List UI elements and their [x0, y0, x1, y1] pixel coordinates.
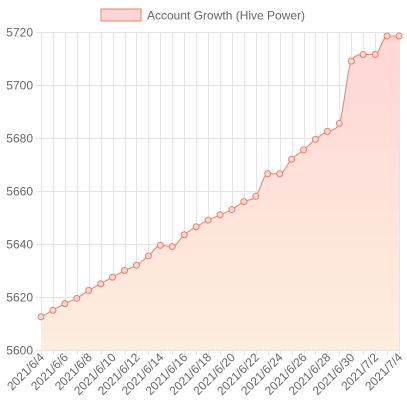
legend-label[interactable]: Account Growth (Hive Power): [147, 9, 305, 23]
y-axis: 5600 5620 5640 5660 5680 5700 5720: [6, 26, 33, 358]
data-point[interactable]: [85, 286, 93, 294]
data-point[interactable]: [359, 51, 367, 59]
data-point[interactable]: [73, 294, 81, 302]
data-point[interactable]: [144, 252, 152, 260]
y-tick-label: 5640: [6, 238, 33, 252]
data-point[interactable]: [240, 198, 248, 206]
y-tick-label: 5660: [6, 185, 33, 199]
legend-swatch[interactable]: [100, 8, 142, 22]
data-points: [37, 32, 403, 321]
data-point[interactable]: [204, 216, 212, 224]
data-point[interactable]: [252, 192, 260, 200]
data-point[interactable]: [109, 273, 117, 281]
data-point[interactable]: [168, 243, 176, 251]
data-point[interactable]: [49, 306, 57, 314]
data-point[interactable]: [311, 135, 319, 143]
data-point[interactable]: [61, 300, 69, 308]
data-point[interactable]: [347, 57, 355, 65]
data-point[interactable]: [276, 170, 284, 178]
y-tick-label: 5620: [6, 291, 33, 305]
data-point[interactable]: [121, 267, 129, 274]
x-axis: 2021/6/42021/6/62021/6/82021/6/102021/6/…: [4, 350, 405, 398]
data-point[interactable]: [97, 280, 105, 288]
data-point[interactable]: [180, 231, 188, 239]
data-point[interactable]: [288, 155, 296, 163]
data-point[interactable]: [371, 51, 379, 59]
plot-area: [37, 32, 403, 350]
y-tick-label: 5600: [6, 344, 33, 358]
data-point[interactable]: [156, 241, 164, 249]
data-point[interactable]: [37, 313, 45, 321]
data-point[interactable]: [300, 146, 308, 154]
y-tick-label: 5680: [6, 132, 33, 146]
data-point[interactable]: [335, 119, 343, 127]
data-point[interactable]: [395, 32, 403, 40]
data-point[interactable]: [323, 127, 331, 135]
data-point[interactable]: [383, 32, 391, 40]
data-point[interactable]: [216, 211, 224, 219]
data-point[interactable]: [132, 261, 140, 269]
legend[interactable]: Account Growth (Hive Power): [100, 8, 305, 23]
y-tick-label: 5720: [6, 26, 33, 40]
y-tick-label: 5700: [6, 79, 33, 93]
series-area: [41, 35, 399, 350]
data-point[interactable]: [264, 170, 272, 178]
data-point[interactable]: [192, 223, 200, 231]
data-point[interactable]: [228, 206, 236, 214]
